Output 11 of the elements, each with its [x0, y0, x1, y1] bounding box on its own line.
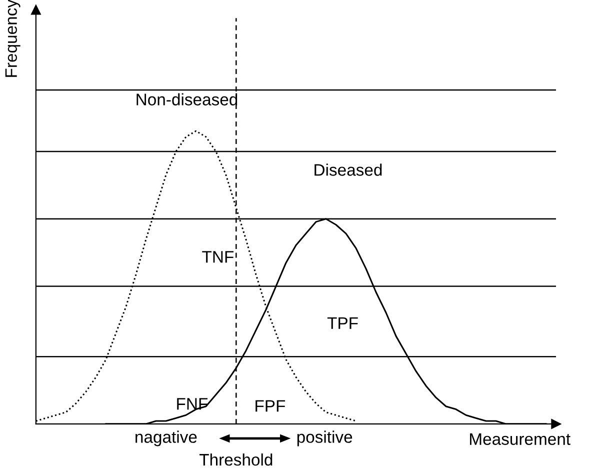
- annotation: TPF: [327, 317, 358, 329]
- text: nagative: [136, 430, 197, 446]
- text: Threshold: [199, 453, 272, 466]
- annotation: FPF: [256, 400, 286, 412]
- x-axis-title: Measurement: [470, 433, 570, 445]
- series-label: Non-diseased: [136, 93, 238, 106]
- annotation: FNF: [177, 398, 208, 410]
- text: Diseased: [314, 164, 382, 176]
- y-axis-title: Frequency: [5, 0, 20, 77]
- annotation: TNF: [202, 251, 234, 263]
- text: positive: [297, 430, 352, 446]
